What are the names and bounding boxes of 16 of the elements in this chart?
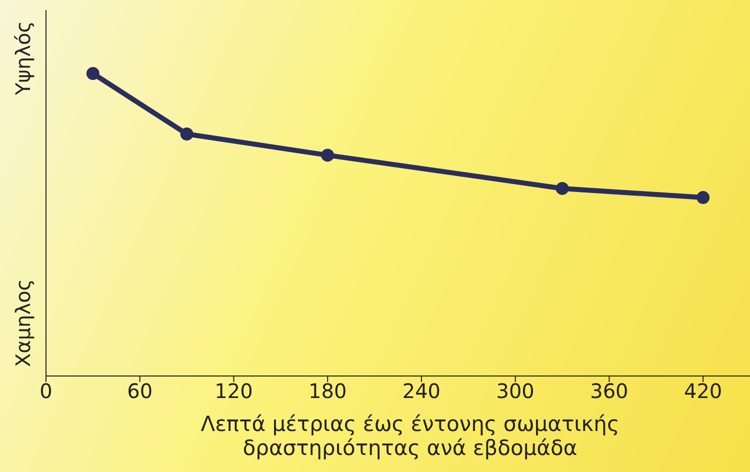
text: Υψηλός	[11, 21, 35, 95]
point	[556, 182, 569, 195]
x-tick-label: 180	[308, 379, 347, 404]
x-tick-label: 60	[127, 379, 153, 404]
x-tick-label: 240	[402, 379, 441, 404]
point	[321, 148, 334, 162]
text: Χαμηλος	[11, 278, 36, 368]
point	[696, 191, 710, 204]
x-tick-label: 120	[214, 379, 253, 404]
x-tick-label: 360	[590, 379, 628, 404]
x-tick-label: 300	[496, 379, 534, 404]
x-tick-label: 0	[40, 379, 52, 404]
x-axis-title: Λεπτά μέτριας έως έντονης σωματικής δραστηριότητας ανά εβδομάδα	[200, 412, 620, 460]
x-tick-label: 420	[684, 379, 722, 404]
point	[86, 67, 100, 80]
point	[180, 128, 194, 141]
